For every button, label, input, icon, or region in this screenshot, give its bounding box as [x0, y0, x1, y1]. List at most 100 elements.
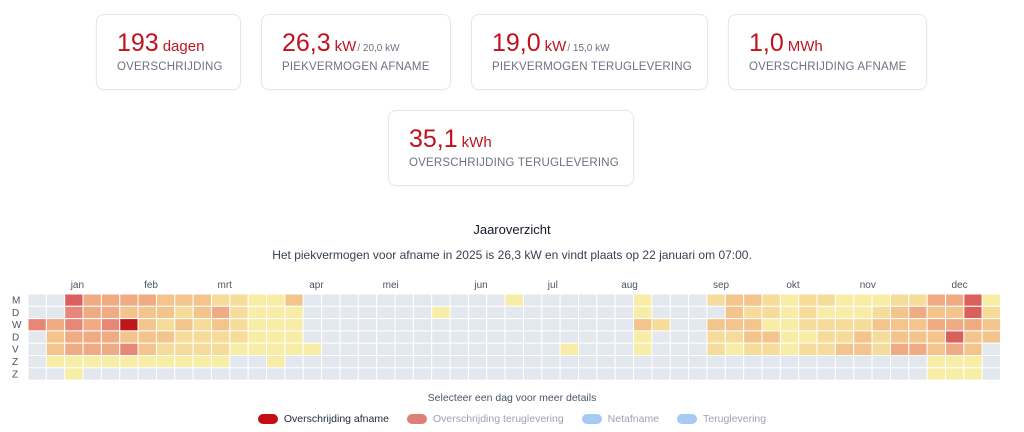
- heatmap-day-cell[interactable]: [651, 305, 671, 320]
- heatmap-day-cell[interactable]: [541, 318, 561, 332]
- heatmap-day-cell[interactable]: [137, 342, 157, 356]
- heatmap-day-cell[interactable]: [614, 330, 635, 344]
- heatmap-day-cell[interactable]: [596, 355, 616, 369]
- heatmap-day-cell[interactable]: [706, 293, 726, 307]
- heatmap-day-cell[interactable]: [743, 305, 763, 320]
- heatmap-day-cell[interactable]: [27, 318, 47, 332]
- heatmap-day-cell[interactable]: [82, 355, 102, 369]
- heatmap-day-cell[interactable]: [431, 367, 451, 381]
- heatmap-day-cell[interactable]: [376, 330, 396, 344]
- heatmap-day-cell[interactable]: [889, 367, 910, 381]
- heatmap-day-cell[interactable]: [724, 305, 745, 320]
- heatmap-day-cell[interactable]: [945, 318, 965, 332]
- heatmap-day-cell[interactable]: [926, 355, 947, 369]
- heatmap-day-cell[interactable]: [853, 355, 873, 369]
- heatmap-day-cell[interactable]: [651, 330, 671, 344]
- heatmap-day-cell[interactable]: [449, 355, 469, 369]
- heatmap-day-cell[interactable]: [743, 342, 763, 356]
- heatmap-day-cell[interactable]: [266, 293, 286, 307]
- heatmap-day-cell[interactable]: [339, 293, 359, 307]
- heatmap-day-cell[interactable]: [578, 355, 598, 369]
- heatmap-day-cell[interactable]: [174, 293, 194, 307]
- heatmap-day-cell[interactable]: [578, 330, 598, 344]
- heatmap-day-cell[interactable]: [853, 367, 873, 381]
- heatmap-day-cell[interactable]: [119, 305, 139, 320]
- heatmap-day-cell[interactable]: [266, 355, 286, 369]
- heatmap-day-cell[interactable]: [889, 342, 910, 356]
- heatmap-day-cell[interactable]: [651, 342, 671, 356]
- heatmap-day-cell[interactable]: [651, 355, 671, 369]
- heatmap-day-cell[interactable]: [321, 355, 341, 369]
- heatmap-day-cell[interactable]: [596, 367, 616, 381]
- heatmap-day-cell[interactable]: [449, 318, 469, 332]
- heatmap-day-cell[interactable]: [27, 305, 47, 320]
- heatmap-day-cell[interactable]: [889, 305, 910, 320]
- heatmap-day-cell[interactable]: [137, 293, 157, 307]
- heatmap-day-cell[interactable]: [119, 367, 139, 381]
- heatmap-day-cell[interactable]: [743, 330, 763, 344]
- heatmap-day-cell[interactable]: [412, 318, 433, 332]
- heatmap-day-cell[interactable]: [559, 330, 580, 344]
- heatmap-day-cell[interactable]: [578, 342, 598, 356]
- heatmap-day-cell[interactable]: [651, 293, 671, 307]
- heatmap-day-cell[interactable]: [229, 330, 249, 344]
- heatmap-day-cell[interactable]: [211, 355, 231, 369]
- heatmap-day-cell[interactable]: [522, 305, 543, 320]
- heatmap-day-cell[interactable]: [486, 330, 506, 344]
- heatmap-day-cell[interactable]: [798, 305, 818, 320]
- heatmap-day-cell[interactable]: [981, 367, 1002, 381]
- heatmap-day-cell[interactable]: [192, 305, 212, 320]
- heatmap-day-cell[interactable]: [761, 305, 781, 320]
- heatmap-day-cell[interactable]: [412, 330, 433, 344]
- heatmap-day-cell[interactable]: [981, 318, 1002, 332]
- heatmap-day-cell[interactable]: [669, 330, 690, 344]
- heatmap-day-cell[interactable]: [211, 293, 231, 307]
- heatmap-day-cell[interactable]: [339, 305, 359, 320]
- heatmap-day-cell[interactable]: [339, 367, 359, 381]
- heatmap-day-cell[interactable]: [357, 318, 378, 332]
- heatmap-day-cell[interactable]: [908, 293, 928, 307]
- heatmap-day-cell[interactable]: [724, 293, 745, 307]
- heatmap-day-cell[interactable]: [192, 293, 212, 307]
- heatmap-day-cell[interactable]: [633, 305, 653, 320]
- heatmap-day-cell[interactable]: [266, 330, 286, 344]
- heatmap-day-cell[interactable]: [504, 342, 524, 356]
- heatmap-day-cell[interactable]: [963, 330, 983, 344]
- heatmap-day-cell[interactable]: [27, 330, 47, 344]
- heatmap-day-cell[interactable]: [743, 293, 763, 307]
- heatmap-day-cell[interactable]: [100, 318, 121, 332]
- heatmap-day-cell[interactable]: [963, 367, 983, 381]
- heatmap-day-cell[interactable]: [431, 305, 451, 320]
- heatmap-day-cell[interactable]: [596, 293, 616, 307]
- heatmap-day-cell[interactable]: [302, 318, 323, 332]
- heatmap-day-cell[interactable]: [27, 355, 47, 369]
- heatmap-day-cell[interactable]: [541, 342, 561, 356]
- heatmap-day-cell[interactable]: [522, 318, 543, 332]
- heatmap-day-cell[interactable]: [798, 330, 818, 344]
- heatmap-day-cell[interactable]: [688, 330, 708, 344]
- heatmap-day-cell[interactable]: [834, 355, 855, 369]
- heatmap-day-cell[interactable]: [302, 305, 323, 320]
- heatmap-day-cell[interactable]: [266, 318, 286, 332]
- heatmap-day-cell[interactable]: [963, 305, 983, 320]
- heatmap-day-cell[interactable]: [394, 355, 414, 369]
- heatmap-day-cell[interactable]: [357, 367, 378, 381]
- heatmap-day-cell[interactable]: [963, 355, 983, 369]
- heatmap-day-cell[interactable]: [522, 293, 543, 307]
- heatmap-day-cell[interactable]: [174, 318, 194, 332]
- heatmap-day-cell[interactable]: [247, 367, 268, 381]
- heatmap-day-cell[interactable]: [981, 293, 1002, 307]
- heatmap-day-cell[interactable]: [853, 318, 873, 332]
- heatmap-day-cell[interactable]: [688, 305, 708, 320]
- heatmap-day-cell[interactable]: [467, 318, 488, 332]
- heatmap-day-cell[interactable]: [614, 367, 635, 381]
- heatmap-day-cell[interactable]: [926, 330, 947, 344]
- heatmap-day-cell[interactable]: [174, 305, 194, 320]
- heatmap-day-cell[interactable]: [449, 342, 469, 356]
- heatmap-day-cell[interactable]: [541, 355, 561, 369]
- heatmap-day-cell[interactable]: [376, 305, 396, 320]
- heatmap-day-cell[interactable]: [467, 330, 488, 344]
- heatmap-day-cell[interactable]: [174, 367, 194, 381]
- heatmap-day-cell[interactable]: [100, 355, 121, 369]
- heatmap-day-cell[interactable]: [174, 342, 194, 356]
